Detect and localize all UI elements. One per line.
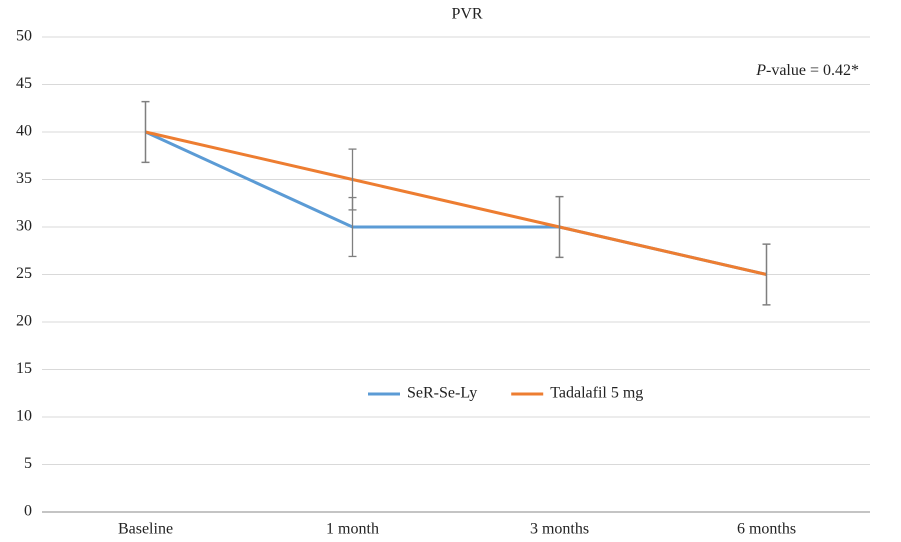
y-tick-label: 35: [16, 170, 32, 187]
error-bar: [348, 148, 357, 211]
x-tick-label: 6 months: [737, 521, 796, 538]
legend-label: SeR-Se-Ly: [407, 385, 477, 402]
y-tick-label: 15: [16, 360, 32, 377]
y-tick-label: 10: [16, 408, 32, 425]
y-tick-label: 5: [24, 455, 32, 472]
error-bar: [141, 100, 150, 164]
chart-title: PVR: [451, 6, 482, 23]
legend-label: Tadalafil 5 mg: [550, 385, 643, 402]
y-tick-label: 20: [16, 313, 32, 330]
error-bar: [555, 195, 564, 259]
x-tick-label: 1 month: [326, 521, 379, 538]
x-tick-label: Baseline: [118, 521, 173, 538]
annotation: P-value = 0.42*: [755, 62, 859, 79]
error-bar: [762, 243, 771, 306]
x-tick-label: 3 months: [530, 521, 589, 538]
series-line: [145, 130, 767, 276]
y-tick-label: 30: [16, 218, 32, 235]
y-tick-label: 45: [16, 75, 32, 92]
y-tick-label: 0: [24, 503, 32, 520]
y-tick-label: 50: [16, 28, 32, 45]
y-tick-label: 40: [16, 123, 32, 140]
y-tick-label: 25: [16, 265, 32, 282]
